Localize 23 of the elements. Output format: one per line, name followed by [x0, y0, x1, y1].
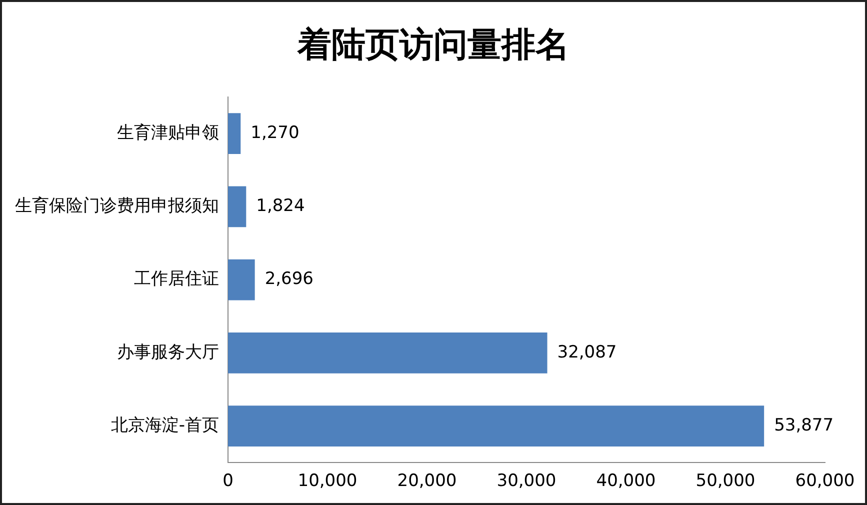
x-tick-label: 10,000 — [298, 471, 358, 492]
x-tick-label: 20,000 — [397, 471, 457, 492]
bar — [228, 259, 255, 300]
x-tick-label: 50,000 — [696, 471, 756, 492]
x-tick-label: 40,000 — [596, 471, 656, 492]
x-tick-label: 0 — [222, 471, 234, 492]
y-tick-label: 生育保险门诊费用申报须知 — [15, 196, 219, 216]
y-tick-label: 工作居住证 — [134, 269, 219, 290]
y-tick-label: 北京海淀-首页 — [110, 415, 219, 436]
bar — [228, 406, 764, 447]
y-tick-label: 办事服务大厅 — [117, 342, 219, 362]
y-tick-label: 生育津贴申领 — [117, 122, 219, 143]
data-label: 1,824 — [256, 196, 305, 216]
x-tick-label: 60,000 — [795, 471, 855, 492]
bar — [228, 113, 241, 154]
bar — [228, 186, 246, 228]
data-label: 32,087 — [557, 342, 617, 362]
bar — [228, 332, 548, 374]
data-label: 1,270 — [250, 122, 300, 143]
x-tick-label: 30,000 — [496, 471, 556, 492]
data-label: 53,877 — [774, 415, 834, 436]
data-label: 2,696 — [264, 269, 314, 290]
chart-title: 着陆页访问量排名 — [296, 24, 570, 67]
